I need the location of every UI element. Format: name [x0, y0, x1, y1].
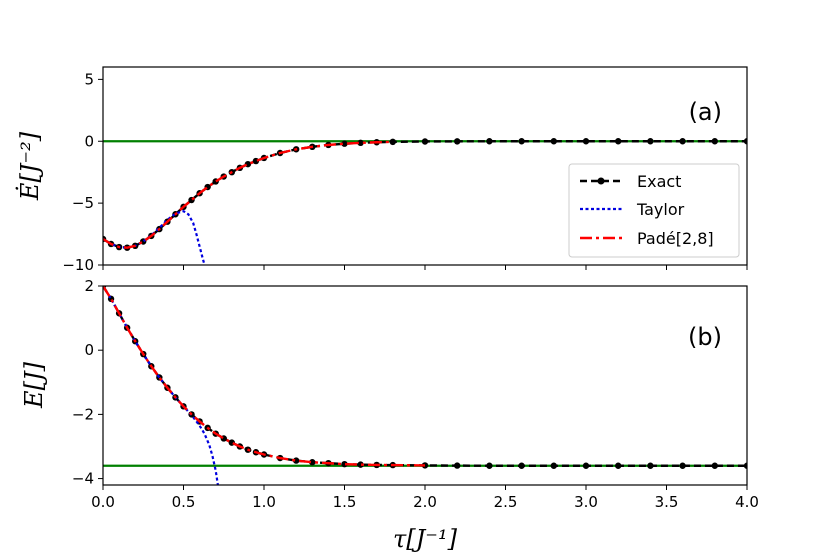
data-point	[486, 462, 493, 469]
series-line-pad-2-8	[103, 140, 393, 249]
panel-b-ylabel: E[J]	[20, 361, 48, 409]
data-point	[615, 138, 622, 145]
y-tick-label: 2	[84, 277, 94, 295]
panel-b-label: (b)	[688, 323, 722, 351]
data-point	[341, 140, 348, 147]
y-tick-label: 5	[84, 70, 94, 88]
legend-exact-label: Exact	[637, 172, 681, 191]
data-point	[550, 138, 557, 145]
x-tick-label: 3.0	[574, 493, 598, 511]
data-point	[357, 461, 364, 468]
x-tick-label: 2.0	[413, 493, 437, 511]
data-point	[486, 138, 493, 145]
data-point	[341, 460, 348, 468]
data-point	[357, 139, 364, 147]
x-tick-label: 0.0	[91, 493, 115, 511]
data-point	[647, 138, 654, 145]
legend-box	[568, 163, 740, 258]
y-tick-label: −5	[72, 194, 94, 212]
data-point	[582, 138, 590, 145]
data-point	[679, 462, 686, 469]
data-point	[743, 462, 747, 469]
x-tick-label: 2.5	[494, 493, 518, 511]
data-point	[647, 462, 654, 469]
data-point	[518, 462, 525, 469]
series-line-exact	[103, 286, 747, 467]
data-point	[454, 138, 461, 145]
panel-b-frame	[102, 285, 748, 486]
data-point	[711, 462, 718, 469]
x-tick-label: 4.0	[735, 493, 759, 511]
data-point	[582, 462, 590, 469]
panel-a: −10 −5 0 5 (a) Ė[J⁻²] Exact Taylor Padé[2,8…	[15, 66, 748, 274]
x-tick-label: 1.5	[333, 493, 357, 511]
y-tick-label: −2	[72, 405, 94, 423]
y-tick-label: 0	[84, 341, 94, 359]
data-point	[309, 459, 316, 466]
data-point	[389, 138, 396, 146]
series-line-taylor	[103, 210, 206, 265]
y-tick-label: −10	[62, 256, 94, 274]
data-point	[679, 138, 686, 145]
data-point	[550, 462, 557, 469]
data-point	[615, 462, 622, 469]
legend-exact-marker	[597, 177, 605, 185]
data-point	[711, 138, 718, 145]
x-axis-label: τ[J⁻¹]	[393, 525, 458, 553]
legend-pade-label: Padé[2,8]	[637, 229, 714, 248]
data-point	[743, 138, 747, 145]
x-tick-label: 1.0	[252, 493, 276, 511]
legend: Exact Taylor Padé[2,8]	[568, 163, 740, 258]
panel-a-ylabel: Ė[J⁻²]	[15, 131, 44, 201]
data-point	[518, 138, 525, 145]
y-tick-label: −4	[72, 470, 94, 488]
panel-a-label: (a)	[689, 98, 722, 126]
x-tick-label: 0.5	[172, 493, 196, 511]
legend-taylor-label: Taylor	[636, 200, 685, 219]
y-tick-label: 0	[84, 132, 94, 150]
series-line-pad-2-8	[103, 286, 426, 467]
data-point	[421, 138, 429, 145]
x-tick-label: 3.5	[655, 493, 679, 511]
data-point	[293, 457, 300, 464]
panel-b: −4 −2 0 2 0.0 0.5 1.0 1.5 2.0 2.5 3.0 3.5 4.0 (b) E…	[20, 277, 759, 553]
data-point	[454, 462, 461, 469]
